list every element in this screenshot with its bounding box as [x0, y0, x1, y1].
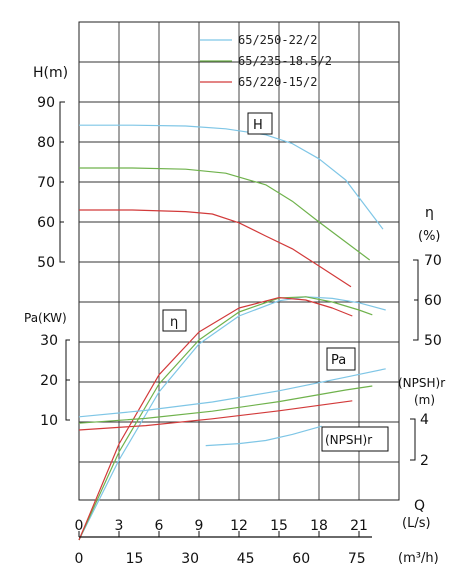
npsh-curve-65-250-22-2 — [205, 425, 322, 447]
q-tick-label: 3 — [115, 518, 124, 534]
efficiency-axis — [413, 259, 419, 341]
q-m3h-tick-label: 45 — [237, 551, 255, 567]
q-m3h-axis-unit: (m³/h) — [398, 551, 439, 566]
power-tick-label: 20 — [40, 373, 58, 389]
q-tick-label: 12 — [230, 518, 248, 534]
q-axis-unit: (L/s) — [402, 516, 431, 531]
q-m3h-tick-label: 0 — [75, 551, 84, 567]
head-curve-65-250-22-2 — [79, 124, 384, 230]
efficiency-axis-title: η — [425, 205, 434, 221]
label-box-power-text: Pa — [331, 353, 346, 368]
efficiency-curve-65-235-18-5-2 — [78, 296, 373, 541]
npsh-axis — [410, 418, 416, 461]
power-curve-65-220-15-2 — [78, 400, 353, 431]
head-tick-label: 80 — [37, 135, 55, 151]
power-axis — [65, 339, 70, 421]
efficiency-curve-65-220-15-2 — [78, 297, 353, 541]
label-box-head: H — [247, 112, 273, 135]
q-axis-title: Q — [414, 498, 425, 514]
efficiency-curve-65-250-22-2 — [78, 296, 386, 541]
legend-label-65-235: 65/235-18.5/2 — [238, 54, 332, 68]
head-tick-label: 50 — [37, 255, 55, 271]
label-box-npsh-text: (NPSH)r — [325, 433, 372, 447]
q-tick-label: 21 — [350, 518, 368, 534]
head-tick-label: 70 — [37, 175, 55, 191]
q-tick-label: 6 — [155, 518, 164, 534]
npsh-tick-label: 2 — [420, 453, 429, 469]
npsh-axis-unit: (m) — [414, 393, 435, 407]
tick-labels: 50 60 70 80 90 10 20 30 50 60 70 2 4 0 3 6 9 12 15 18 21 0 15 3… — [37, 95, 442, 567]
head-curve-65-220-15-2 — [79, 209, 352, 288]
q-m3h-tick-label: 75 — [348, 551, 366, 567]
head-axis — [59, 101, 65, 263]
power-axis-title: Pa(KW) — [24, 311, 67, 325]
q-tick-label: 0 — [75, 518, 84, 534]
q-m3h-tick-label: 30 — [181, 551, 199, 567]
power-curve-65-235-18-5-2 — [78, 385, 373, 424]
label-box-npsh: (NPSH)r — [321, 426, 389, 452]
q-m3h-tick-label: 15 — [126, 551, 144, 567]
label-box-power: Pa — [326, 347, 356, 371]
npsh-tick-label: 4 — [420, 412, 429, 428]
q-tick-label: 18 — [310, 518, 328, 534]
label-box-efficiency-text: η — [170, 315, 178, 330]
efficiency-axis-unit: (%) — [418, 229, 441, 244]
q-tick-label: 15 — [270, 518, 288, 534]
head-axis-title: H(m) — [33, 65, 68, 81]
q-tick-label: 9 — [195, 518, 204, 534]
label-box-head-text: H — [253, 118, 263, 133]
efficiency-tick-label: 50 — [424, 333, 442, 349]
head-curve-65-235-18-5-2 — [79, 167, 371, 261]
legend-label-65-250: 65/250-22/2 — [238, 33, 317, 47]
head-tick-label: 60 — [37, 215, 55, 231]
q-m3h-tick-label: 60 — [292, 551, 310, 567]
head-tick-label: 90 — [37, 95, 55, 111]
efficiency-tick-label: 70 — [424, 253, 442, 269]
power-tick-label: 10 — [40, 413, 58, 429]
power-tick-label: 30 — [40, 333, 58, 349]
power-curve-65-250-22-2 — [78, 368, 386, 418]
performance-curves — [78, 124, 386, 541]
legend-label-65-220: 65/220-15/2 — [238, 75, 317, 89]
label-box-efficiency: η — [162, 309, 187, 332]
efficiency-tick-label: 60 — [424, 293, 442, 309]
legend: 65/250-22/2 65/235-18.5/2 65/220-15/2 — [200, 33, 332, 89]
npsh-axis-title: (NPSH)r — [398, 376, 445, 390]
